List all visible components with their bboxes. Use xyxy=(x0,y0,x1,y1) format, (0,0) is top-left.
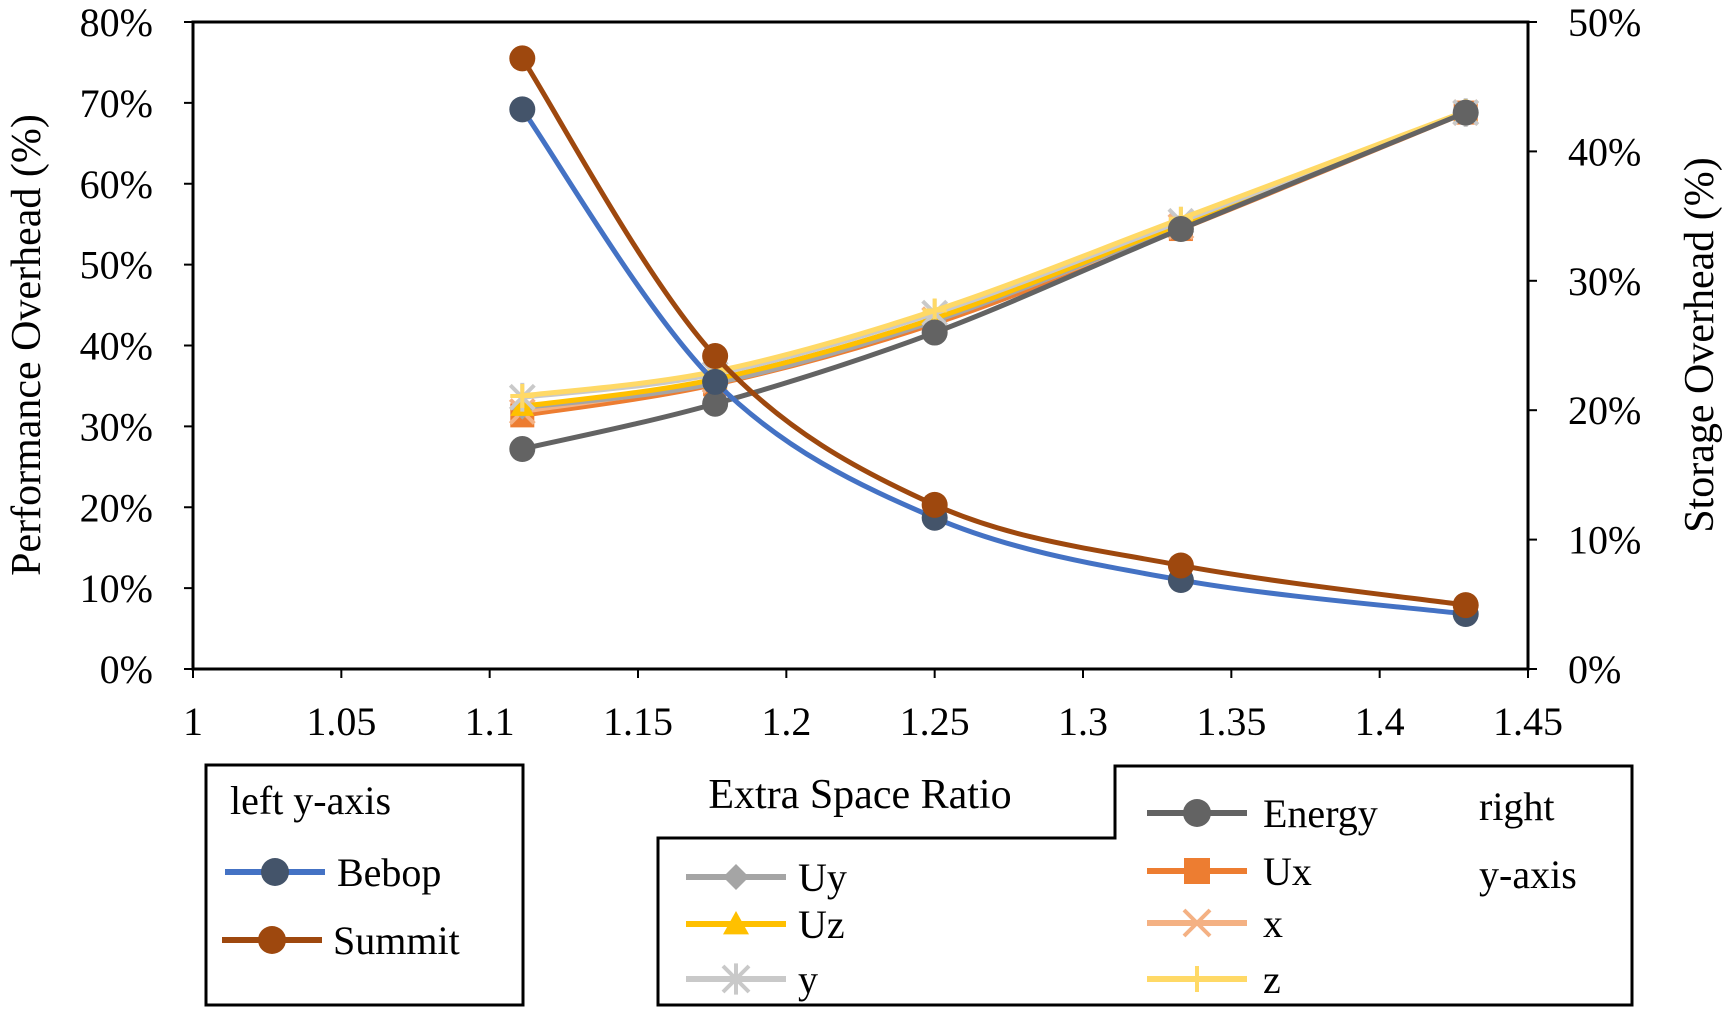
y-left-axis-title: Performance Overhead (%) xyxy=(4,114,50,576)
x-tick-label: 1.4 xyxy=(1355,699,1405,744)
legend-entry-summit: Summit xyxy=(222,918,460,963)
legend-marker-x xyxy=(1182,908,1212,938)
y-right-tick-label: 10% xyxy=(1568,518,1641,563)
legend-entry-uy: Uy xyxy=(686,855,847,900)
y-right-tick-label: 40% xyxy=(1568,129,1641,174)
x-tick-label: 1.05 xyxy=(306,699,376,744)
x-tick-label: 1.2 xyxy=(761,699,811,744)
legend-right-entries: Energy Uy Ux Uz x y z xyxy=(686,791,1378,1002)
legend-label-uz: Uz xyxy=(798,902,845,947)
x-axis-ticks: 1 1.05 1.1 1.15 1.2 1.25 1.3 1.35 1.4 1.45 xyxy=(183,669,1563,744)
legend-left-entries: Bebop Summit xyxy=(222,850,460,963)
legend-entry-uz: Uz xyxy=(686,902,845,947)
legend-marker-energy xyxy=(1183,799,1211,827)
data-point-summit xyxy=(1452,592,1479,619)
legend-label-ux: Ux xyxy=(1263,849,1312,894)
legend-marker-summit xyxy=(258,926,286,954)
legend-entry-bebop: Bebop xyxy=(225,850,441,895)
legend-label-bebop: Bebop xyxy=(337,850,441,895)
y-left-tick-label: 50% xyxy=(80,243,153,288)
x-tick-label: 1.35 xyxy=(1196,699,1266,744)
legend-entry-z: z xyxy=(1147,957,1281,1002)
legend-entry-y: y xyxy=(686,957,818,1002)
legend-label-x: x xyxy=(1263,901,1283,946)
data-point-bebop xyxy=(509,96,536,123)
y-left-tick-label: 40% xyxy=(80,324,153,369)
y-left-tick-label: 60% xyxy=(80,162,153,207)
legend-entry-ux: Ux xyxy=(1147,849,1312,894)
x-tick-label: 1.3 xyxy=(1058,699,1108,744)
legend-label-uy: Uy xyxy=(798,855,847,900)
y-left-tick-label: 70% xyxy=(80,81,153,126)
legend-left-box xyxy=(204,763,525,1007)
y-left-tick-label: 20% xyxy=(80,485,153,530)
series-energy xyxy=(509,99,1479,463)
legend-left-title: left y-axis xyxy=(230,778,391,823)
legend-label-z: z xyxy=(1263,957,1281,1002)
x-tick-label: 1.1 xyxy=(465,699,515,744)
legend-right-title-line2: y-axis xyxy=(1479,852,1577,897)
y-right-tick-label: 20% xyxy=(1568,388,1641,433)
y-right-tick-label: 0% xyxy=(1568,647,1621,692)
legend-marker-uy xyxy=(723,864,749,890)
data-point-z xyxy=(922,298,947,323)
y-right-tick-label: 30% xyxy=(1568,259,1641,304)
data-point-summit xyxy=(1167,552,1194,579)
data-point-summit xyxy=(921,491,948,518)
legend-marker-bebop xyxy=(261,858,289,886)
y-right-tick-label: 50% xyxy=(1568,0,1641,45)
y-right-axis-title: Storage Overhead (%) xyxy=(1677,157,1723,533)
legend-entry-x: x xyxy=(1147,901,1283,946)
legend-marker-z xyxy=(1184,966,1210,992)
legend-right-box xyxy=(656,764,1634,1007)
x-tick-label: 1 xyxy=(183,699,203,744)
series-line-z xyxy=(521,108,1467,399)
y-left-tick-label: 10% xyxy=(80,566,153,611)
x-tick-label: 1.25 xyxy=(900,699,970,744)
y-left-tick-label: 30% xyxy=(80,404,153,449)
data-point-summit xyxy=(702,343,729,370)
data-point-bebop xyxy=(702,368,729,395)
series-summit xyxy=(509,45,1479,619)
legend-marker-y xyxy=(721,963,751,995)
data-point-energy xyxy=(1167,216,1194,243)
legend-marker-ux xyxy=(1184,858,1210,884)
data-point-energy xyxy=(702,390,729,417)
series-layer xyxy=(508,45,1480,628)
x-tick-label: 1.15 xyxy=(603,699,673,744)
data-point-z xyxy=(510,383,535,408)
legend-entry-energy: Energy xyxy=(1147,791,1378,836)
y-left-tick-label: 80% xyxy=(80,0,153,45)
legend-marker-uz xyxy=(723,911,749,935)
y-left-axis-ticks: 0% 10% 20% 30% 40% 50% 60% 70% 80% xyxy=(80,0,193,692)
legend-right-title-line1: right xyxy=(1479,784,1555,829)
data-point-energy xyxy=(509,436,536,463)
series-line-energy xyxy=(521,110,1467,452)
x-axis-title: Extra Space Ratio xyxy=(708,772,1011,818)
x-tick-label: 1.45 xyxy=(1493,699,1563,744)
y-left-tick-label: 0% xyxy=(100,647,153,692)
legend-label-summit: Summit xyxy=(333,918,460,963)
y-right-axis-ticks: 0% 10% 20% 30% 40% 50% xyxy=(1528,0,1641,692)
data-point-energy xyxy=(1452,99,1479,126)
data-point-energy xyxy=(921,319,948,346)
legend-label-y: y xyxy=(798,957,818,1002)
legend-label-energy: Energy xyxy=(1263,791,1378,836)
data-point-summit xyxy=(509,45,536,72)
